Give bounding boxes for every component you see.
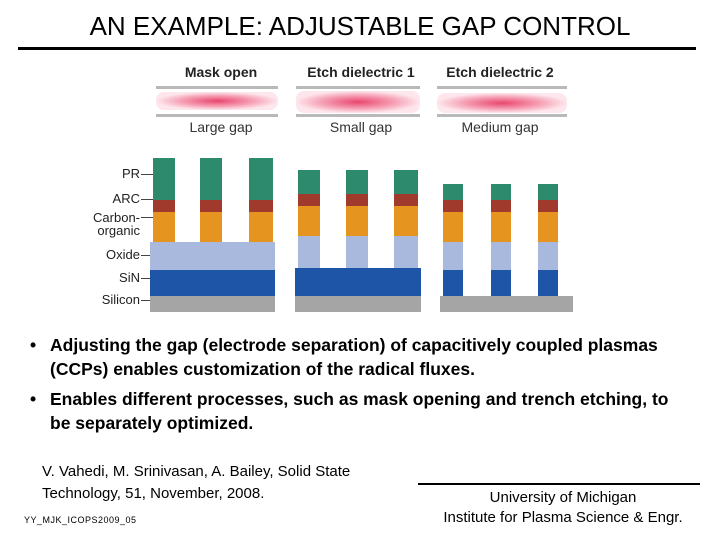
pr-pillar <box>491 184 511 200</box>
column-header-etch-dielectric-2: Etch dielectric 2 <box>446 64 554 80</box>
layer-label-oxide: Oxide <box>106 247 140 262</box>
plasma-glow <box>296 91 420 113</box>
bullet-list: • Adjusting the gap (electrode separatio… <box>30 333 690 435</box>
bullet-text: Enables different processes, such as mas… <box>50 389 669 433</box>
pr-pillar <box>443 184 463 200</box>
carbon-pillar <box>491 212 511 242</box>
sin-pillar <box>491 270 511 296</box>
plasma-glow <box>156 92 278 110</box>
carbon-pillar <box>200 212 222 242</box>
layer-label-carbon-organic: Carbon- organic <box>93 210 140 238</box>
carbon-pillar <box>394 206 418 236</box>
column-header-etch-dielectric-1: Etch dielectric 1 <box>307 64 415 80</box>
bullet-dot-icon: • <box>30 389 37 409</box>
bullet-text: Adjusting the gap (electrode separation)… <box>50 335 658 379</box>
silicon-layer <box>150 296 275 312</box>
pr-pillar <box>200 158 222 200</box>
arc-pillar <box>153 200 175 212</box>
top-electrode <box>296 86 420 89</box>
plasma-gap-figure <box>156 86 567 117</box>
layer-label-arc: ARC <box>112 191 140 206</box>
oxide-pillar <box>538 242 558 270</box>
pr-pillar <box>394 170 418 194</box>
oxide-pillar <box>491 242 511 270</box>
plasma-glow <box>437 93 567 113</box>
bottom-electrode <box>156 114 278 117</box>
top-electrode <box>437 86 567 89</box>
arc-pillar <box>200 200 222 212</box>
gap-label-medium: Medium gap <box>461 119 539 135</box>
layer-label-pr: PR <box>121 166 140 181</box>
arc-pillar <box>443 200 463 212</box>
arc-pillar <box>538 200 558 212</box>
sin-layer <box>295 268 421 296</box>
silicon-layer <box>295 296 421 312</box>
bottom-electrode <box>296 114 420 117</box>
cross-section-mask-open <box>150 158 275 312</box>
affiliation-institute: Institute for Plasma Science & Engr. <box>443 509 683 526</box>
affiliation: University of Michigan Institute for Pla… <box>410 488 716 528</box>
pr-pillar <box>346 170 368 194</box>
column-header-mask-open: Mask open <box>184 64 258 80</box>
leader-line-pr <box>141 174 163 175</box>
arc-pillar <box>298 194 320 206</box>
layer-label-silicon: Silicon <box>101 292 140 307</box>
carbon-pillar <box>538 212 558 242</box>
slide-title: AN EXAMPLE: ADJUSTABLE GAP CONTROL <box>89 11 631 41</box>
carbon-pillar <box>249 212 273 242</box>
citation: V. Vahedi, M. Srinivasan, A. Bailey, Sol… <box>42 463 351 502</box>
pr-pillar <box>153 158 175 200</box>
bullet-item: • Adjusting the gap (electrode separatio… <box>30 333 690 381</box>
affiliation-university: University of Michigan <box>489 489 637 506</box>
gap-label-large: Large gap <box>189 119 253 135</box>
bottom-electrode <box>437 114 567 117</box>
oxide-layer <box>150 242 275 270</box>
sin-pillar <box>443 270 463 296</box>
layer-label-sin: SiN <box>119 270 140 285</box>
title-divider <box>18 47 696 50</box>
pr-pillar <box>249 158 273 200</box>
gap-label-small: Small gap <box>329 119 393 135</box>
pr-pillar <box>538 184 558 200</box>
arc-pillar <box>346 194 368 206</box>
oxide-pillar <box>394 236 418 268</box>
electrode-pair-medium-gap <box>437 86 567 117</box>
footer-divider <box>418 483 700 485</box>
carbon-pillar <box>153 212 175 242</box>
sin-layer <box>150 270 275 296</box>
oxide-pillar <box>298 236 320 268</box>
bullet-item: • Enables different processes, such as m… <box>30 387 690 435</box>
top-electrode <box>156 86 278 89</box>
oxide-pillar <box>346 236 368 268</box>
carbon-pillar <box>443 212 463 242</box>
electrode-pair-small-gap <box>296 86 420 117</box>
silicon-layer <box>440 296 573 312</box>
pr-pillar <box>298 170 320 194</box>
sin-pillar <box>538 270 558 296</box>
file-tag: YY_MJK_ICOPS2009_05 <box>24 515 137 525</box>
leader-line-carbon <box>141 217 163 218</box>
cross-section-etch-dielectric-2 <box>440 184 573 312</box>
oxide-pillar <box>443 242 463 270</box>
cross-section-etch-dielectric-1 <box>295 170 421 312</box>
bullet-dot-icon: • <box>30 335 37 355</box>
carbon-pillar <box>298 206 320 236</box>
etch-cross-sections <box>150 158 573 312</box>
arc-pillar <box>394 194 418 206</box>
carbon-pillar <box>346 206 368 236</box>
electrode-pair-large-gap <box>156 86 278 117</box>
arc-pillar <box>249 200 273 212</box>
leader-line-arc <box>141 199 163 200</box>
arc-pillar <box>491 200 511 212</box>
